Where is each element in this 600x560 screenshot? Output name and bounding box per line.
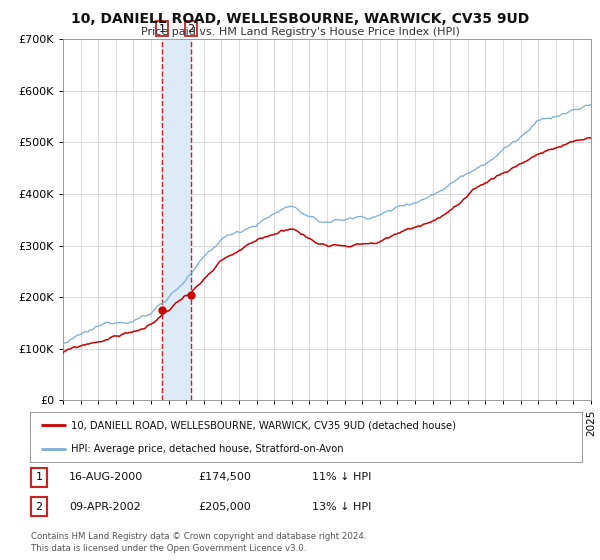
Text: 1: 1 [158,24,166,34]
Text: 13% ↓ HPI: 13% ↓ HPI [312,502,371,512]
Text: 2: 2 [35,502,43,512]
Text: 2: 2 [187,24,194,34]
Bar [162,39,191,400]
Text: £205,000: £205,000 [198,502,251,512]
Text: Price paid vs. HM Land Registry's House Price Index (HPI): Price paid vs. HM Land Registry's House … [140,27,460,37]
Text: £174,500: £174,500 [198,472,251,482]
Text: 09-APR-2002: 09-APR-2002 [69,502,141,512]
Text: This data is licensed under the Open Government Licence v3.0.: This data is licensed under the Open Gov… [31,544,307,553]
Text: 10, DANIELL ROAD, WELLESBOURNE, WARWICK, CV35 9UD (detached house): 10, DANIELL ROAD, WELLESBOURNE, WARWICK,… [71,420,457,430]
Text: 10, DANIELL ROAD, WELLESBOURNE, WARWICK, CV35 9UD: 10, DANIELL ROAD, WELLESBOURNE, WARWICK,… [71,12,529,26]
Text: Contains HM Land Registry data © Crown copyright and database right 2024.: Contains HM Land Registry data © Crown c… [31,532,367,541]
Text: HPI: Average price, detached house, Stratford-on-Avon: HPI: Average price, detached house, Stra… [71,445,344,454]
Text: 1: 1 [35,472,43,482]
Text: 16-AUG-2000: 16-AUG-2000 [69,472,143,482]
Text: 11% ↓ HPI: 11% ↓ HPI [312,472,371,482]
